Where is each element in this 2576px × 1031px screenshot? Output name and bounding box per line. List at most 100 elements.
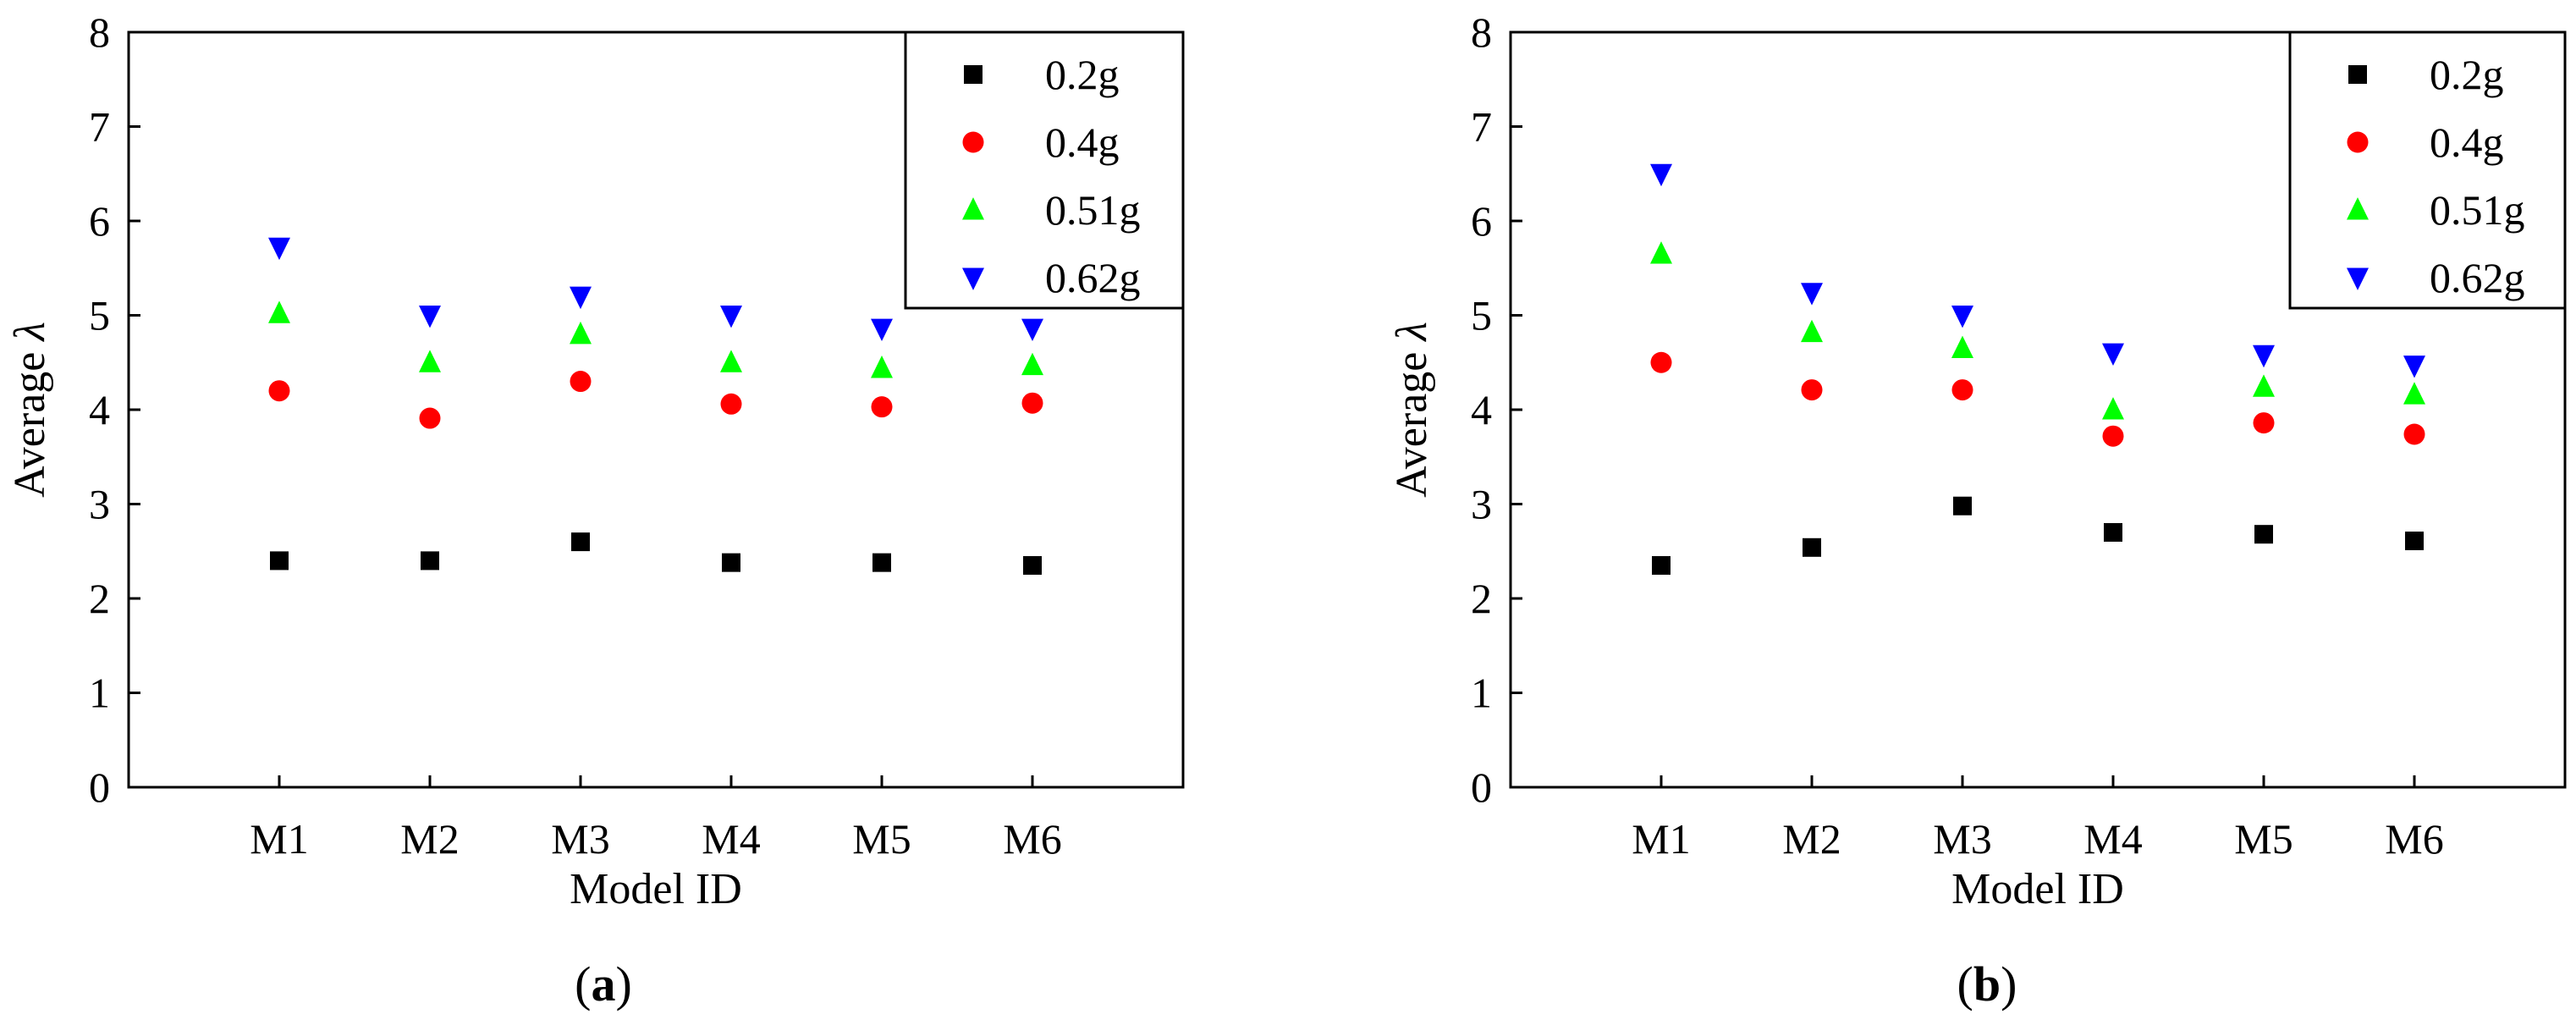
data-point — [722, 553, 740, 572]
data-point — [2102, 343, 2124, 366]
data-point — [2254, 525, 2273, 544]
x-tick-label: M5 — [2234, 815, 2293, 863]
data-point — [570, 286, 592, 310]
data-point — [2102, 397, 2124, 420]
data-point — [2253, 345, 2275, 368]
legend-label: 0.2g — [1045, 51, 1120, 98]
data-point — [1801, 379, 1823, 401]
data-point — [1951, 335, 1973, 359]
data-point — [1650, 351, 1672, 373]
y-tick-label: 3 — [89, 481, 110, 528]
data-point — [1801, 283, 1823, 306]
data-point — [2405, 531, 2424, 550]
y-tick-label: 6 — [89, 197, 110, 245]
x-tick-label: M4 — [702, 815, 760, 863]
data-point — [871, 396, 893, 418]
chart-panel-a: 0 1 2 3 4 5 6 7 8 M1 M2 M3 M4 M5 M6 Model ID Average λ 0.… — [6, 8, 1185, 1012]
y-tick-label: 4 — [89, 386, 110, 433]
data-point — [720, 350, 742, 372]
legend-label: 0.4g — [1045, 119, 1120, 166]
data-point — [2102, 425, 2124, 447]
legend-marker — [2347, 267, 2369, 290]
y-axis-title: Average λ — [1388, 322, 1436, 498]
y-tick-label: 4 — [1471, 386, 1492, 433]
legend-marker — [964, 65, 983, 84]
y-tick-label: 7 — [89, 103, 110, 151]
data-point — [1021, 392, 1043, 414]
data-point — [1801, 319, 1823, 343]
x-tick-label: M1 — [250, 815, 308, 863]
x-tick-label: M2 — [1782, 815, 1841, 863]
y-tick-label: 8 — [1471, 8, 1492, 56]
legend: 0.2g 0.4g 0.51g 0.62g — [2288, 30, 2567, 310]
panel-label-close: ) — [616, 957, 632, 1012]
legend-label: 0.62g — [1045, 254, 1141, 301]
y-tick-label: 5 — [89, 292, 110, 339]
legend-marker — [962, 267, 984, 290]
data-point — [419, 350, 441, 372]
data-point — [1023, 555, 1042, 575]
data-point — [871, 356, 893, 378]
data-point — [1953, 496, 1972, 516]
data-point — [720, 393, 742, 415]
panel-label-letter: a — [592, 957, 616, 1012]
panel-label-close: ) — [2001, 957, 2017, 1012]
data-point — [268, 300, 290, 323]
x-tick-label: M5 — [852, 815, 911, 863]
data-point — [720, 305, 742, 328]
data-point — [268, 237, 290, 261]
data-point — [1803, 538, 1821, 557]
legend-label: 0.4g — [2430, 119, 2504, 166]
legend-label: 0.62g — [2430, 254, 2525, 301]
series-0_62g — [1650, 163, 2425, 378]
series-0_62g — [268, 237, 1043, 341]
legend-label: 0.2g — [2430, 51, 2504, 98]
x-tick-label: M1 — [1632, 815, 1690, 863]
panel-label: (a) — [575, 957, 632, 1012]
y-tick-label: 1 — [89, 670, 110, 717]
data-point — [419, 305, 441, 328]
data-point — [421, 551, 439, 571]
series-0_2g — [270, 532, 1042, 575]
series-0_4g — [268, 371, 1043, 429]
data-point — [872, 553, 891, 572]
data-point — [2104, 522, 2122, 542]
y-tick-label: 1 — [1471, 670, 1492, 717]
data-point — [2253, 374, 2275, 397]
data-point — [1652, 555, 1671, 575]
legend-marker — [2347, 131, 2369, 153]
x-axis-title: Model ID — [570, 865, 742, 913]
data-point — [2403, 382, 2425, 405]
legend: 0.2g 0.4g 0.51g 0.62g — [904, 30, 1185, 310]
x-tick-label: M2 — [400, 815, 459, 863]
data-point — [1021, 352, 1043, 376]
data-point — [570, 371, 592, 393]
series-0_51g — [268, 300, 1043, 378]
data-point — [2403, 423, 2425, 445]
x-tick-label: M6 — [1003, 815, 1061, 863]
y-tick-label: 3 — [1471, 481, 1492, 528]
panel-label-open: ( — [1957, 957, 1973, 1012]
y-axis-title-text: Average — [6, 341, 54, 498]
legend-box — [2288, 30, 2567, 310]
data-point — [1951, 305, 1973, 328]
legend-box — [904, 30, 1185, 310]
data-point — [270, 551, 289, 571]
y-tick-label: 5 — [1471, 292, 1492, 339]
x-tick-label: M4 — [2083, 815, 2142, 863]
series-0_4g — [1650, 351, 2425, 447]
legend-marker — [962, 131, 984, 153]
data-point — [419, 407, 441, 429]
data-point — [1650, 241, 1672, 264]
panel-label: (b) — [1957, 957, 2017, 1012]
data-point — [268, 380, 290, 402]
legend-label: 0.51g — [2430, 186, 2525, 234]
legend-label: 0.51g — [1045, 186, 1141, 234]
data-point — [871, 318, 893, 341]
series-0_2g — [1652, 496, 2424, 575]
chart-panel-b: 0 1 2 3 4 5 6 7 8 M1 M2 M3 M4 M5 M6 Model ID Average λ 0.… — [1388, 8, 2567, 1012]
y-axis-title-symbol: λ — [6, 322, 54, 343]
x-tick-label: M3 — [1933, 815, 1991, 863]
y-axis-title: Average λ — [6, 322, 54, 498]
